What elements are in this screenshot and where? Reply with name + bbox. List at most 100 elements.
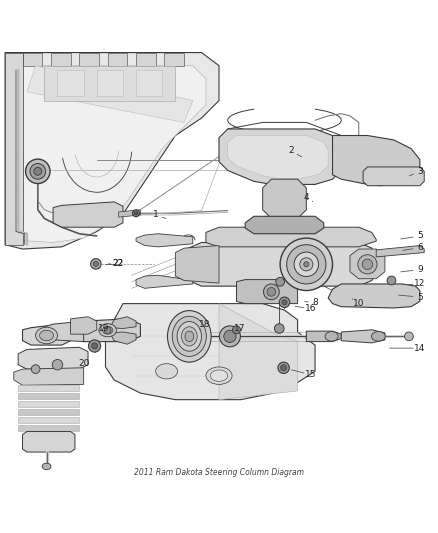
Text: 4: 4 [304,193,309,202]
Polygon shape [341,330,385,343]
Text: 18: 18 [199,320,211,329]
Circle shape [278,362,289,374]
Circle shape [267,287,276,296]
Circle shape [233,326,240,334]
Circle shape [264,284,279,300]
Circle shape [282,300,287,305]
Ellipse shape [206,367,232,384]
Polygon shape [18,66,206,243]
Polygon shape [110,332,136,344]
Circle shape [219,326,240,347]
Polygon shape [53,202,123,227]
Polygon shape [71,317,97,334]
Ellipse shape [39,330,53,341]
Ellipse shape [102,326,113,334]
Ellipse shape [181,327,197,346]
Circle shape [30,164,46,179]
Text: 9: 9 [417,265,423,274]
Circle shape [133,210,140,217]
Text: 12: 12 [414,279,426,288]
Circle shape [275,324,284,333]
Circle shape [104,327,111,334]
Polygon shape [263,179,306,219]
Polygon shape [110,317,136,328]
Polygon shape [119,210,141,217]
Circle shape [276,277,285,286]
Polygon shape [175,246,219,283]
Polygon shape [44,66,175,101]
Ellipse shape [371,332,385,341]
Text: 2: 2 [288,146,294,155]
Polygon shape [237,280,297,304]
Polygon shape [363,167,424,185]
Polygon shape [22,324,71,345]
Circle shape [304,262,309,267]
Polygon shape [18,409,79,415]
Text: 22: 22 [112,260,124,269]
Ellipse shape [155,364,177,379]
Circle shape [281,365,287,371]
Polygon shape [22,53,42,66]
Text: 16: 16 [305,304,316,313]
Polygon shape [376,246,424,257]
Circle shape [91,259,101,269]
Circle shape [88,340,101,352]
Polygon shape [18,385,79,391]
Polygon shape [22,432,75,452]
Circle shape [287,245,326,284]
Text: 1: 1 [153,211,159,220]
Circle shape [387,276,396,285]
Polygon shape [18,393,79,399]
Text: 19: 19 [98,324,109,333]
Polygon shape [18,401,79,407]
Polygon shape [350,249,385,279]
Polygon shape [219,129,341,184]
Circle shape [279,297,290,308]
Ellipse shape [172,316,206,357]
Polygon shape [18,348,88,369]
Text: 20: 20 [78,359,89,368]
Circle shape [34,167,42,175]
Text: 2011 Ram Dakota Steering Column Diagram: 2011 Ram Dakota Steering Column Diagram [134,468,304,477]
Ellipse shape [177,321,201,351]
Circle shape [294,252,318,277]
Circle shape [224,330,236,343]
Ellipse shape [99,324,117,337]
Circle shape [52,359,63,370]
Text: 15: 15 [305,370,316,379]
Text: 5: 5 [417,293,423,302]
Polygon shape [206,227,376,247]
Polygon shape [228,135,328,179]
Polygon shape [18,417,79,423]
Polygon shape [44,321,84,342]
Polygon shape [332,135,420,185]
Polygon shape [57,70,84,96]
Polygon shape [27,66,193,123]
Ellipse shape [325,332,338,341]
Polygon shape [245,216,324,234]
Circle shape [93,261,99,266]
Polygon shape [51,53,71,66]
Circle shape [358,255,377,274]
Polygon shape [306,331,341,342]
Polygon shape [106,304,315,400]
Polygon shape [108,53,127,66]
Text: 10: 10 [353,299,364,308]
Text: 8: 8 [312,298,318,307]
Ellipse shape [405,332,413,341]
Text: 22: 22 [112,260,124,269]
Polygon shape [14,368,84,385]
Text: 6: 6 [417,243,423,252]
Text: 17: 17 [234,324,246,333]
Text: 3: 3 [417,167,423,176]
Polygon shape [79,53,99,66]
Polygon shape [136,53,155,66]
Polygon shape [136,70,162,96]
Text: 5: 5 [417,231,423,240]
Circle shape [25,159,50,183]
Ellipse shape [42,463,51,470]
Circle shape [92,343,98,349]
Polygon shape [184,243,376,286]
Text: 14: 14 [414,344,426,353]
Circle shape [300,258,313,271]
